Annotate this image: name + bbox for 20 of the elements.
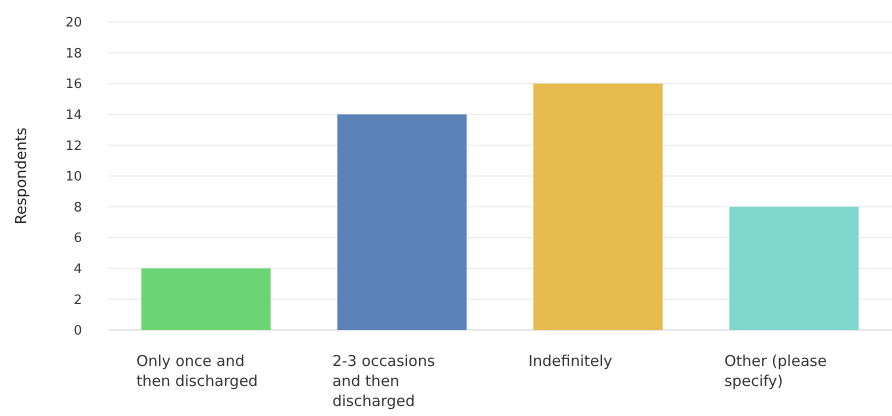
x-tick-label: 2-3 occasions and then discharged bbox=[332, 352, 436, 410]
y-tick-label: 16 bbox=[65, 77, 82, 92]
y-tick-label: 6 bbox=[74, 231, 82, 246]
x-tick-label: Indefinitely bbox=[528, 352, 612, 370]
x-tick-label: Only once and then discharged bbox=[136, 352, 258, 390]
bar bbox=[533, 84, 663, 330]
y-tick-label: 18 bbox=[65, 46, 82, 62]
y-axis-title: Respondents bbox=[12, 127, 30, 224]
y-tick-label: 4 bbox=[74, 262, 82, 277]
x-tick-label: Other (please specify) bbox=[724, 352, 827, 390]
y-tick-label: 10 bbox=[65, 170, 82, 185]
y-tick-label: 14 bbox=[65, 108, 82, 123]
y-tick-label: 0 bbox=[74, 324, 82, 339]
bar bbox=[141, 268, 271, 330]
bar bbox=[729, 206, 859, 330]
y-tick-label: 8 bbox=[74, 200, 82, 216]
y-tick-label: 2 bbox=[74, 292, 82, 308]
bar bbox=[337, 114, 467, 330]
y-tick-label: 12 bbox=[65, 138, 82, 154]
y-tick-label: 20 bbox=[65, 16, 82, 31]
